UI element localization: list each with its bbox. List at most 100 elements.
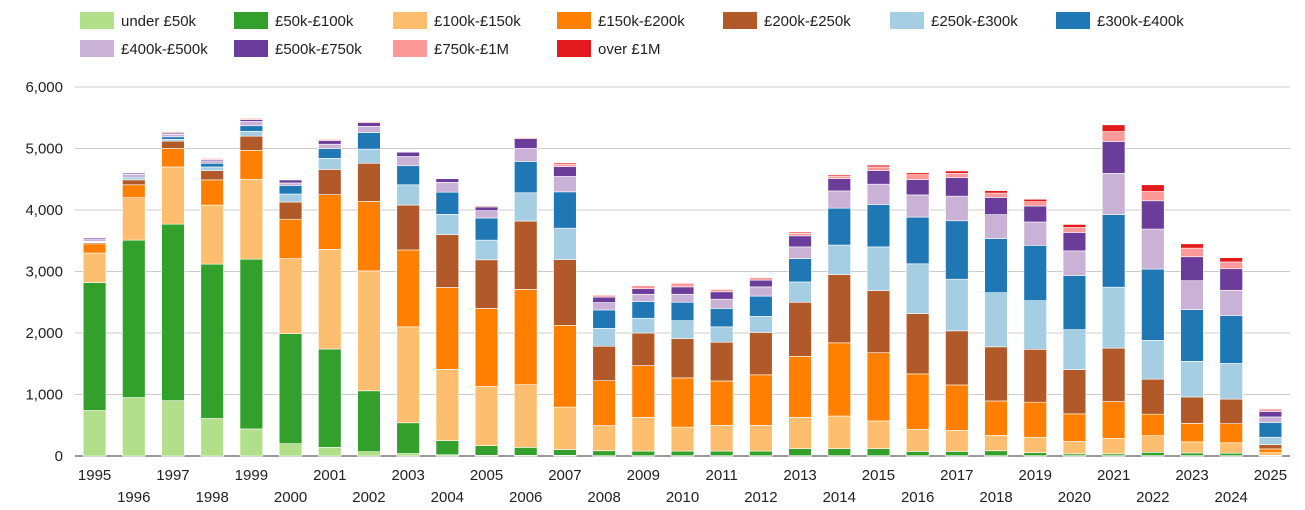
bar-stack bbox=[1101, 124, 1126, 457]
bar-segment bbox=[670, 286, 695, 295]
bar-segment bbox=[396, 422, 420, 454]
bar-segment bbox=[553, 166, 577, 177]
bar-segment bbox=[200, 166, 224, 171]
bar-segment bbox=[553, 259, 577, 326]
y-tick-label: 2,000 bbox=[25, 325, 63, 342]
bar-stack bbox=[82, 236, 107, 457]
bar-segment bbox=[1023, 205, 1047, 223]
bar-stack bbox=[318, 138, 342, 457]
bar-stack bbox=[866, 164, 891, 457]
bar-segment bbox=[788, 258, 812, 283]
bar-segment bbox=[1180, 256, 1204, 282]
bar-segment bbox=[984, 450, 1008, 456]
y-tick-label: 1,000 bbox=[25, 387, 63, 404]
bar-segment bbox=[1101, 286, 1126, 349]
bar-segment bbox=[710, 308, 734, 328]
bar-segment bbox=[1258, 436, 1283, 445]
bar-segment bbox=[1180, 360, 1204, 398]
legend-swatch bbox=[234, 40, 268, 57]
bar-segment bbox=[278, 182, 303, 186]
x-tick-label: 2018 bbox=[979, 489, 1012, 506]
bar-segment bbox=[514, 136, 538, 138]
x-tick-label: 2006 bbox=[509, 489, 542, 506]
bar-segment bbox=[1062, 441, 1087, 455]
bar-segment bbox=[474, 217, 499, 241]
bar-segment bbox=[631, 288, 655, 295]
bar-segment bbox=[318, 140, 342, 145]
legend-item: £750k-£1M bbox=[393, 40, 509, 58]
bar-segment bbox=[631, 317, 655, 334]
x-tick-label: 2021 bbox=[1097, 467, 1130, 484]
bar-segment bbox=[710, 380, 734, 426]
bar-segment bbox=[82, 282, 107, 411]
y-tick-label: 4,000 bbox=[25, 202, 63, 219]
x-tick-label: 2017 bbox=[940, 467, 973, 484]
bar-segment bbox=[239, 258, 264, 430]
bar-segment bbox=[278, 201, 303, 220]
bar-segment bbox=[318, 348, 342, 448]
bar-segment bbox=[200, 162, 224, 168]
bar-segment bbox=[396, 156, 420, 167]
bar-segment bbox=[710, 326, 734, 343]
bar-segment bbox=[1023, 221, 1047, 246]
bar-segment bbox=[592, 296, 616, 303]
bar-stack bbox=[905, 172, 930, 457]
legend-swatch bbox=[723, 12, 757, 29]
x-tick-label: 2011 bbox=[706, 467, 738, 484]
bar-segment bbox=[710, 298, 734, 309]
bar-segment bbox=[749, 316, 773, 333]
bar-segment bbox=[1258, 444, 1283, 450]
bar-segment bbox=[866, 204, 891, 248]
bar-segment bbox=[1180, 423, 1204, 443]
legend-label: £750k-£1M bbox=[434, 41, 509, 58]
bar-segment bbox=[396, 204, 420, 251]
bar-segment bbox=[1258, 452, 1283, 456]
bar-segment bbox=[82, 236, 107, 238]
bar-segment bbox=[631, 416, 655, 452]
x-tick-label: 2013 bbox=[783, 467, 816, 484]
bar-segment bbox=[866, 166, 891, 171]
bar-segment bbox=[239, 178, 264, 260]
bar-segment bbox=[670, 282, 695, 284]
bar-segment bbox=[1219, 261, 1243, 270]
bar-segment bbox=[788, 301, 812, 357]
bar-segment bbox=[1219, 289, 1243, 316]
bar-segment bbox=[827, 415, 851, 449]
bar-segment bbox=[866, 352, 891, 422]
legend-swatch bbox=[890, 12, 924, 29]
bar-segment bbox=[1141, 228, 1165, 270]
bar-segment bbox=[396, 184, 420, 206]
legend-swatch bbox=[393, 12, 427, 29]
y-tick-label: 5,000 bbox=[25, 141, 63, 158]
bar-segment bbox=[278, 179, 303, 184]
bar-segment bbox=[122, 179, 146, 186]
bar-stack bbox=[1180, 243, 1204, 457]
bar-segment bbox=[788, 281, 812, 303]
bar-segment bbox=[984, 190, 1008, 194]
bar-stack bbox=[357, 120, 381, 457]
legend-label: £500k-£750k bbox=[275, 41, 362, 58]
bar-segment bbox=[1023, 436, 1047, 453]
bar-segment bbox=[1141, 452, 1165, 456]
bar-segment bbox=[710, 424, 734, 452]
legend-swatch bbox=[80, 40, 114, 57]
bar-segment bbox=[866, 448, 891, 456]
bar-segment bbox=[435, 182, 460, 193]
bar-segment bbox=[435, 178, 460, 183]
bar-segment bbox=[827, 244, 851, 275]
bar-stack bbox=[984, 190, 1008, 457]
bar-segment bbox=[788, 246, 812, 259]
bar-segment bbox=[122, 174, 146, 178]
legend-label: £300k-£400k bbox=[1097, 13, 1184, 30]
bar-segment bbox=[1180, 247, 1204, 258]
x-tick-label: 1995 bbox=[78, 467, 111, 484]
bar-segment bbox=[161, 136, 185, 140]
x-tick-label: 2009 bbox=[627, 467, 660, 484]
bar-stack bbox=[1023, 198, 1047, 457]
bar-segment bbox=[1023, 198, 1047, 202]
bar-stack bbox=[474, 205, 499, 457]
y-tick-label: 0 bbox=[55, 448, 63, 465]
bar-segment bbox=[200, 418, 224, 457]
bar-segment bbox=[984, 214, 1008, 239]
legend-label: £100k-£150k bbox=[434, 13, 521, 30]
